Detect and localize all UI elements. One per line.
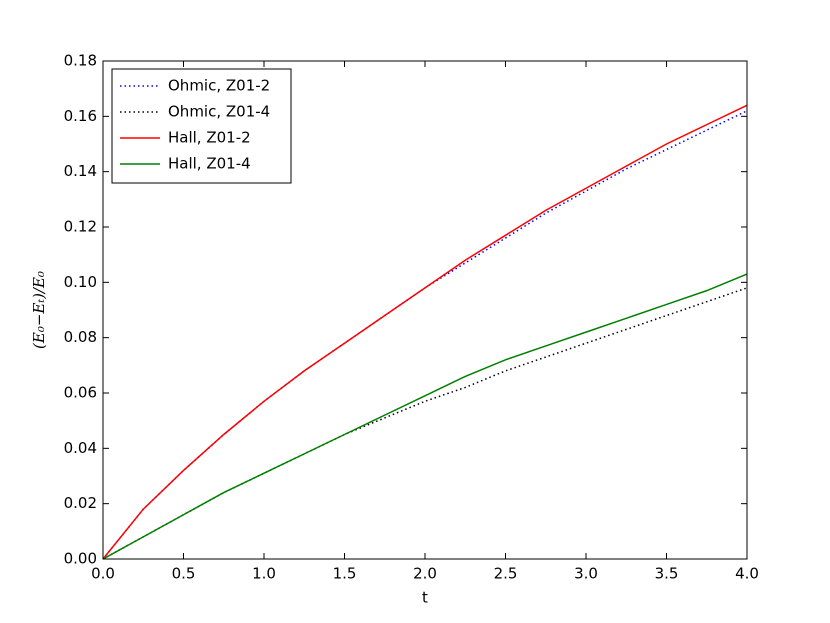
y-tick-label: 0.14 [64, 162, 97, 180]
y-tick-label: 0.16 [64, 107, 97, 125]
x-axis-label: t [422, 589, 428, 607]
x-tick-label: 3.0 [574, 565, 598, 583]
x-tick-label: 3.5 [655, 565, 679, 583]
x-tick-label: 0.5 [172, 565, 196, 583]
y-tick-label: 0.18 [64, 52, 97, 70]
y-tick-label: 0.02 [64, 494, 97, 512]
x-tick-label: 1.5 [333, 565, 357, 583]
x-tick-label: 0.0 [91, 565, 115, 583]
x-tick-label: 1.0 [252, 565, 276, 583]
y-tick-label: 0.04 [64, 439, 97, 457]
line-series [102, 273, 748, 560]
line-series [102, 104, 748, 560]
legend-label: Ohmic, Z01-2 [168, 77, 270, 95]
plot-frame [102, 60, 748, 560]
y-axis-label: (E₀−Eₜ)/E₀ [30, 271, 48, 349]
y-tick-label: 0.10 [64, 273, 97, 291]
legend-label: Hall, Z01-2 [168, 129, 251, 147]
x-tick-label: 2.5 [494, 565, 518, 583]
y-tick-label: 0.08 [64, 328, 97, 346]
legend-label: Hall, Z01-4 [168, 155, 251, 173]
y-tick-label: 0.00 [64, 550, 97, 568]
y-tick-label: 0.12 [64, 218, 97, 236]
x-tick-label: 4.0 [735, 565, 759, 583]
legend-label: Ohmic, Z01-4 [168, 103, 270, 121]
x-tick-label: 2.0 [413, 565, 437, 583]
y-tick-label: 0.06 [64, 384, 97, 402]
line-series [102, 287, 748, 560]
